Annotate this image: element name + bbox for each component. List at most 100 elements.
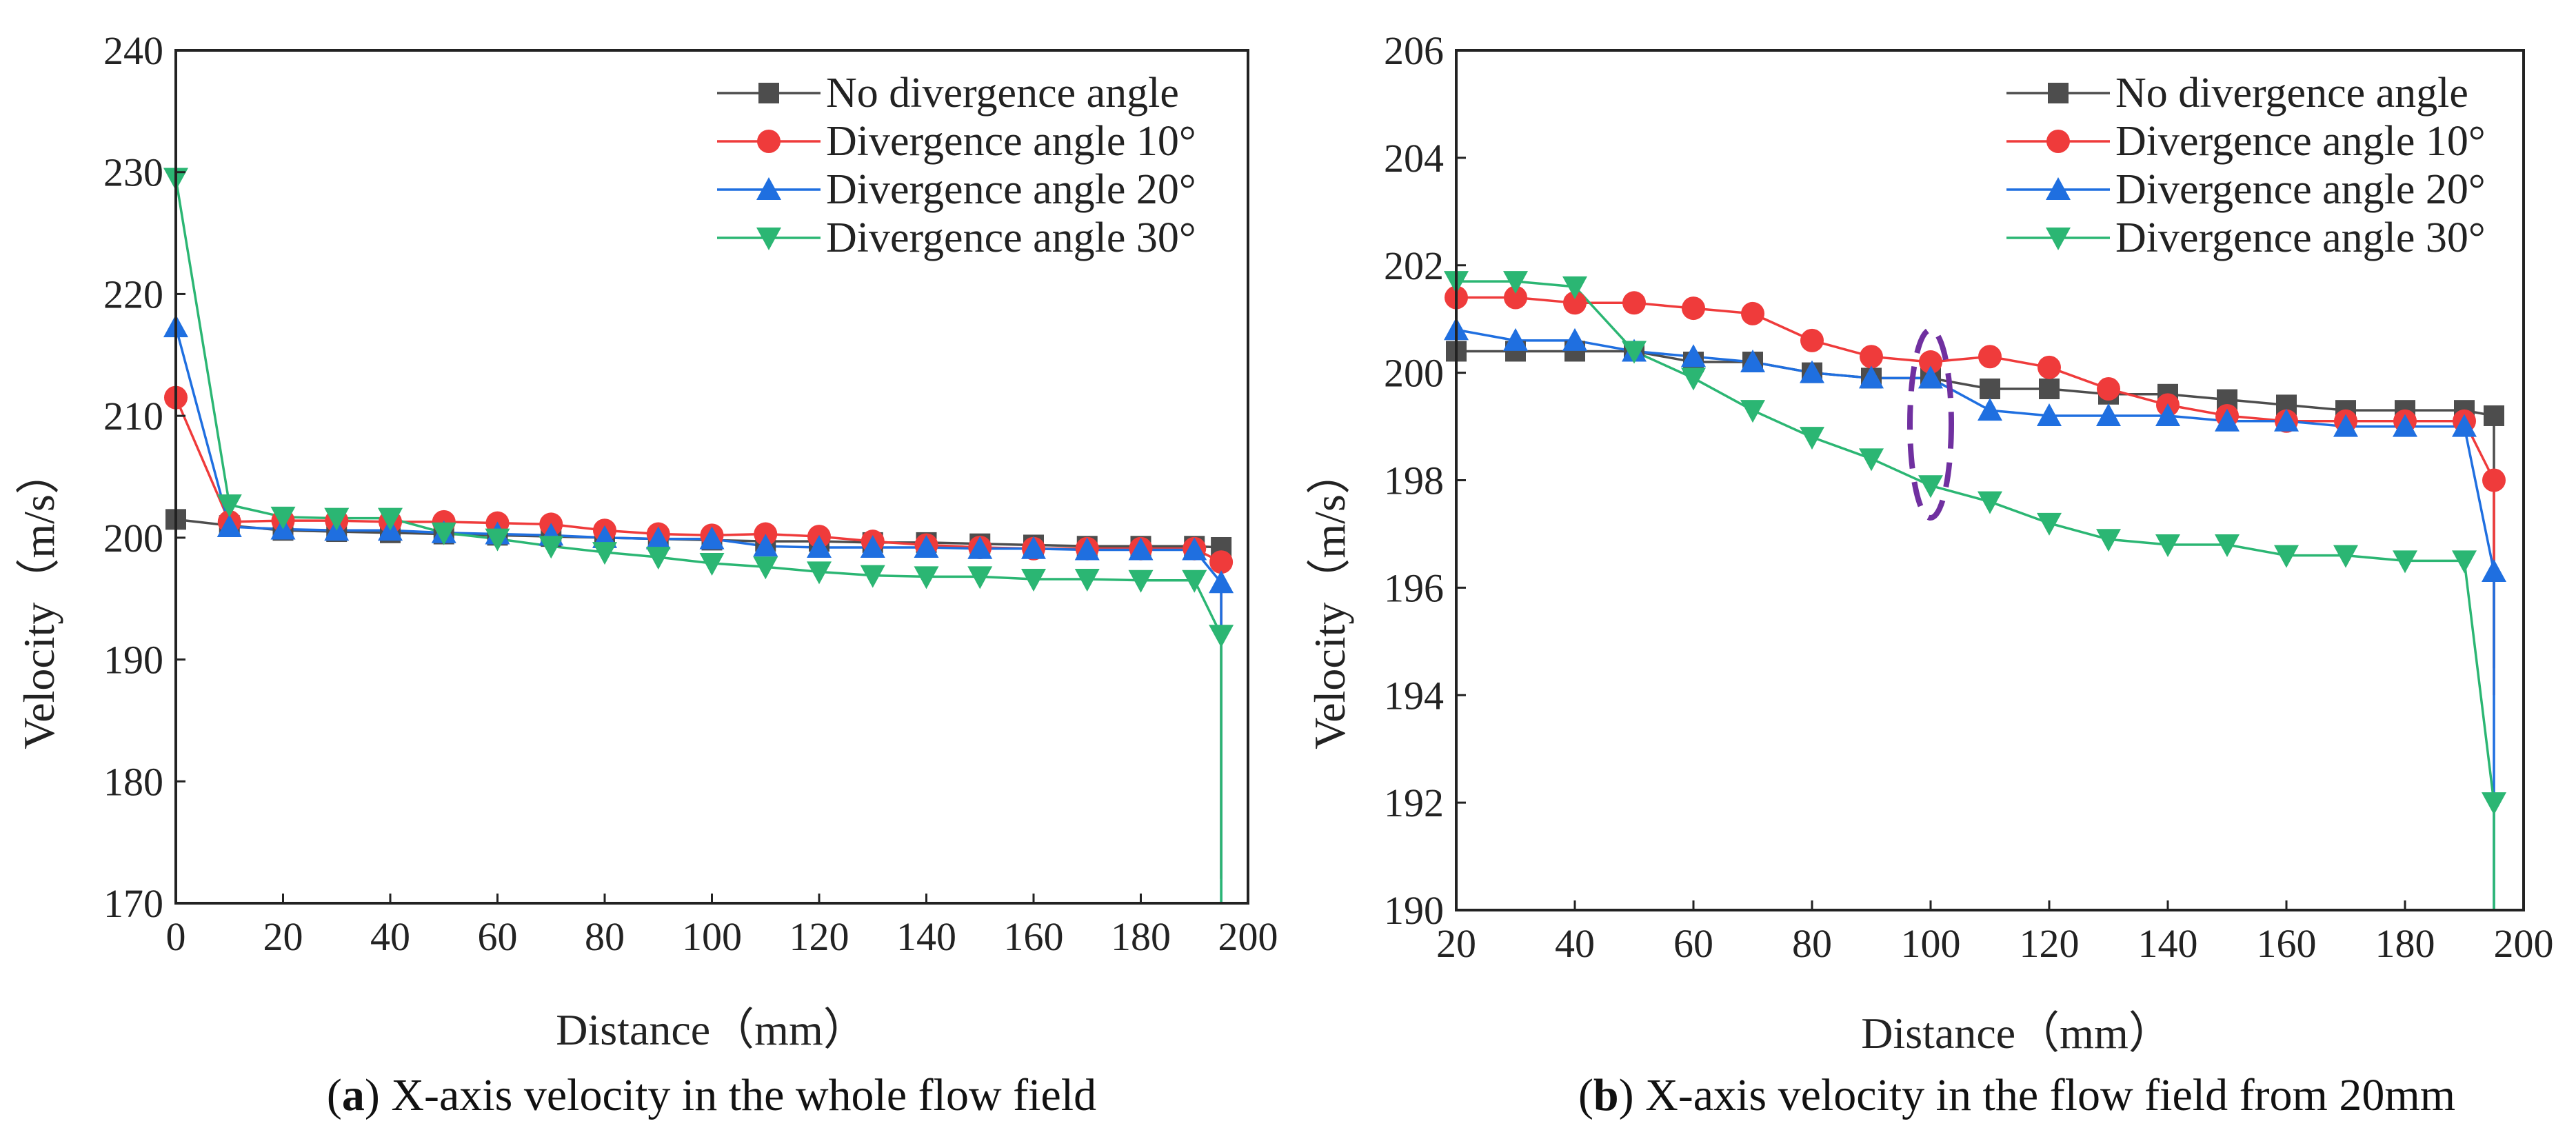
panel-a-series-2-point	[1209, 550, 1234, 574]
panel-b-series-4-point	[1918, 475, 1943, 498]
panel-b-series-3-point	[2037, 403, 2062, 426]
panel-b-legend-label: Divergence angle 20°	[2115, 166, 2486, 213]
panel-a-y-axis-label: Velocity（m/s）	[14, 450, 63, 749]
panel-a-series-4-point	[1074, 568, 1100, 592]
panel-a-series-4-point	[539, 536, 564, 559]
panel-b-caption-letter: b	[1593, 1070, 1619, 1120]
panel-a-caption-text: X-axis velocity in the whole flow field	[391, 1070, 1096, 1120]
panel-a-series-3-point	[1021, 536, 1046, 559]
panel-b-series-4-point	[2037, 512, 2062, 536]
panel-a-x-tick-label: 60	[478, 914, 518, 959]
panel-b-series-3-point	[2215, 408, 2240, 432]
panel-b-y-tick-label: 206	[1384, 28, 1444, 73]
panel-b-legend-label: Divergence angle 10°	[2115, 118, 2486, 165]
panel-a-series-4-point	[914, 566, 939, 589]
panel-a-series-4-point	[1021, 568, 1046, 592]
panel-b-x-tick-label: 60	[1673, 921, 1713, 966]
panel-b-series-4-point	[1740, 400, 1765, 423]
panel-b-y-tick-label: 190	[1384, 888, 1444, 933]
panel-a-y-tick-label: 180	[103, 759, 163, 804]
panel-a-series-4-line	[174, 178, 1222, 903]
panel-b-series-1-point	[2484, 405, 2504, 426]
panel-a-series-3-point	[753, 534, 778, 557]
panel-b-x-tick-label: 200	[2494, 921, 2554, 966]
panel-b-series-2-point	[2097, 377, 2120, 401]
panel-b-series-1-point	[1980, 379, 2000, 400]
panel-a-caption-letter: a	[342, 1070, 365, 1120]
panel-a-x-tick-label: 200	[1218, 914, 1278, 959]
panel-b-series-4-point	[1800, 427, 1824, 450]
panel-a-x-tick-label: 140	[896, 914, 956, 959]
panel-b-series-3-point	[1978, 398, 2002, 421]
panel-a-series-1-line	[175, 518, 1222, 879]
panel-b-series-4-point	[1562, 276, 1587, 299]
panel-b-series-3-point	[1918, 365, 1943, 389]
panel-b-series-3-point	[1859, 365, 1884, 389]
panel-b-y-tick-label: 196	[1384, 565, 1444, 610]
panel-b-x-tick-label: 80	[1792, 921, 1832, 966]
panel-a-series-4-point	[807, 561, 832, 585]
panel-a-y-tick-label: 240	[103, 28, 163, 73]
panel-b-x-tick-label: 20	[1436, 921, 1476, 966]
panel-a-legend-label: Divergence angle 10°	[826, 118, 1196, 165]
panel-b-series-4-point	[1622, 341, 1647, 364]
panel-a-y-tick-label: 200	[103, 516, 163, 561]
panel-a-series-4-point	[431, 522, 456, 545]
panel-b-series-3-point	[2482, 558, 2506, 582]
panel-a-y-tick-label: 220	[103, 272, 163, 316]
panel-a-y-tick-label: 170	[103, 881, 163, 926]
panel-a-series-4-point	[217, 494, 242, 518]
panel-b-series-4-point	[2452, 550, 2477, 574]
panel-b-series-2-point	[1978, 345, 2002, 369]
panel-b-legend-label: Divergence angle 30°	[2115, 214, 2486, 261]
panel-a-series-4-point	[485, 528, 510, 552]
panel-a-series-4-point	[1128, 570, 1154, 593]
panel-a-x-tick-label: 120	[789, 914, 849, 959]
panel-b-highlight-ellipse	[1907, 327, 1954, 521]
panel-b-legend-marker	[2046, 177, 2071, 200]
panel-b-series-4-point	[2096, 529, 2121, 552]
panel-b-series-3-point	[2333, 414, 2358, 437]
panel-a-x-tick-label: 0	[166, 914, 186, 959]
panel-a-x-tick-label: 100	[682, 914, 742, 959]
panel-b-x-axis-label: Distance（mm）	[1861, 1009, 2172, 1058]
panel-a-legend-label: Divergence angle 30°	[826, 214, 1196, 261]
panel-b-y-axis-label: Velocity（m/s）	[1305, 450, 1354, 749]
panel-b-series-3-point	[2096, 403, 2121, 426]
panel-b-series-3-point	[2393, 414, 2417, 437]
panel-b-x-tick-label: 40	[1555, 921, 1595, 966]
panel-b-chart: 20 40 60 80 100 120 140 160 180 200 190 192 194 196 19…	[1305, 28, 2554, 1120]
panel-a-x-tick-label: 80	[585, 914, 625, 959]
panel-b-legend-marker	[2048, 83, 2069, 103]
panel-b-series-3-point	[2274, 408, 2299, 432]
panel-a-caption: (a) X-axis velocity in the whole flow fi…	[327, 1070, 1096, 1120]
panel-a-series-4-point	[1209, 625, 1234, 648]
panel-b-series-3-point	[2452, 414, 2477, 437]
panel-b-series-4-point	[2274, 545, 2299, 568]
panel-b-y-tick-label: 200	[1384, 351, 1444, 396]
panel-b-series-3-point	[1503, 327, 1528, 351]
panel-b-series-1-point	[2039, 379, 2060, 400]
panel-a-legend-marker	[756, 228, 781, 250]
panel-a-series-4-point	[378, 507, 403, 531]
panel-b-series-3-point	[1681, 344, 1706, 367]
panel-a-series-4-point	[860, 565, 885, 588]
panel-b-series-2-point	[1682, 296, 1705, 321]
panel-b-series-4-point	[2482, 792, 2506, 816]
panel-a-series-3-line	[174, 326, 1222, 903]
panel-a-x-tick-label: 180	[1111, 914, 1171, 959]
panel-a-y-tick-label: 210	[103, 394, 163, 439]
panel-b-series-4-point	[1978, 491, 2002, 514]
panel-a-legend-label: No divergence angle	[826, 70, 1179, 117]
panel-a-series-4-point	[699, 552, 725, 576]
panel-b-legend-label: No divergence angle	[2115, 70, 2468, 117]
panel-b-series-3-point	[1562, 327, 1587, 351]
panel-a-series-3-point	[1128, 537, 1154, 561]
panel-b-series-2-point	[1622, 291, 1646, 315]
panel-b-series-2-point	[1563, 291, 1587, 315]
panel-a-y-tick-label: 190	[103, 638, 163, 683]
panel-a-legend-marker	[756, 177, 781, 200]
panel-b-y-tick-label: 192	[1384, 780, 1444, 825]
